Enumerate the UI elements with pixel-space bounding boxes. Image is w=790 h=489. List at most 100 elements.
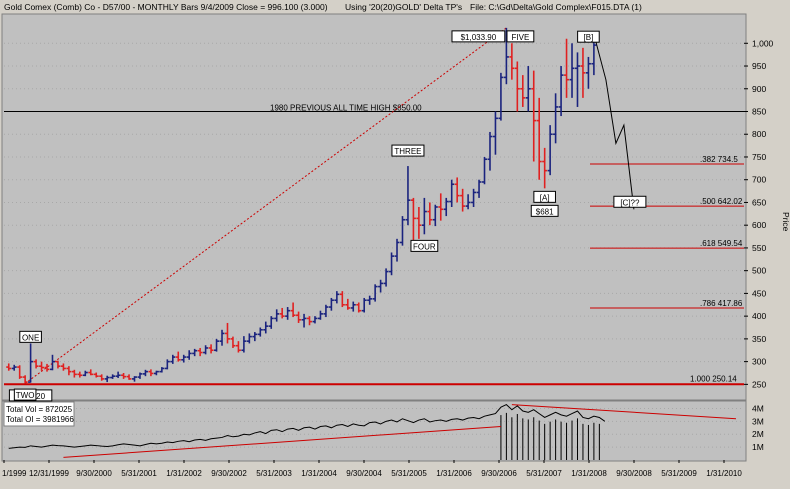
ohlc-bar [536,97,542,180]
ohlc-bar [71,369,77,378]
price-tick-label: 400 [752,311,766,321]
volume-panel [1,400,747,462]
price-tick-label: 900 [752,84,766,94]
price-levels: 1980 PREVIOUS ALL TIME HIGH $850.00 1.000… [4,27,744,386]
price-tick-label: 350 [752,334,766,344]
ohlc-bar [487,131,493,171]
wave-label-a-price-box [530,204,559,217]
total-vol-label: Total Vol = 872025 [6,405,73,414]
wave-label-five: FIVE [512,33,530,42]
ohlc-bar [421,197,427,235]
ohlc-bar [525,66,531,112]
ohlc-bar [580,47,586,98]
ohlc-bar [257,327,263,337]
ohlc-bar [279,307,285,319]
ohlc-bar [224,322,230,344]
ohlc-bar [246,333,252,344]
ohlc-bar [317,310,323,320]
ohlc-bar [356,302,362,313]
ohlc-bar [443,197,449,217]
price-tick-label: 550 [752,243,766,253]
ohlc-bar [142,369,148,377]
ohlc-bar [307,316,313,326]
wave-label-peak: $1,033.90 [461,33,497,42]
ohlc-bar [339,291,345,308]
ohlc-bar [88,369,94,376]
ohlc-bar [296,311,302,323]
price-tick-label: 800 [752,129,766,139]
ohlc-bar [482,156,488,185]
price-tick-label: 750 [752,152,766,162]
ohlc-bar [252,332,258,342]
ohlc-bar [361,297,367,313]
ohlc-bar [235,341,241,353]
ohlc-bar [449,179,455,207]
x-tick-label: 9/30/2004 [346,469,382,478]
ohlc-bar [394,238,400,262]
volume-tick-label: 4M [752,403,764,413]
ohlc-bar [345,298,351,310]
ohlc-bar [416,207,422,239]
x-tick-label: 1/31/2006 [436,469,472,478]
fib-label: .618 549.54 [700,239,743,248]
ohlc-bar [547,125,553,176]
x-tick-label: 5/31/2009 [661,469,697,478]
ohlc-bar [6,363,12,371]
ohlc-bar [301,313,307,328]
projection-path [593,34,635,210]
total-oi-label: Total OI = 3981966 [6,415,74,424]
x-tick-label: 9/30/2006 [481,469,517,478]
ohlc-bar [312,316,318,324]
wave-label-b-box [577,30,600,43]
ohlc-bar [531,70,537,162]
wave-label-peak-box [451,30,506,43]
ohlc-bar [44,363,50,372]
x-tick-label: 5/31/2001 [121,469,157,478]
oi-trend-line-up [63,425,501,458]
ohlc-bar [427,202,433,226]
ohlc-bar [153,370,159,376]
ohlc-bar [350,301,356,312]
ohlc-bar [509,43,515,80]
ohlc-bar [542,147,548,189]
ohlc-bar [115,371,121,378]
x-tick-label: 1/31/2002 [166,469,202,478]
header-file: File: C:\Gd\Delta\Gold Complex\F015.DTA … [470,2,642,12]
x-tick-label: 9/30/2002 [211,469,247,478]
ohlc-bar [263,321,269,334]
ohlc-bar [170,354,176,364]
wave-label-a: [A] [540,193,550,202]
wave-label-four-box [410,239,439,252]
x-tick-label: 1/31/2010 [706,469,742,478]
volume-tick-label: 3M [752,416,764,426]
ohlc-bar [383,268,389,287]
price-annotations: ONE$253.20TWOTHREEFOUR$1,033.90FIVE[A]$6… [8,30,647,402]
x-tick-label: 1/1999 [2,469,27,478]
ohlc-bar [476,179,482,198]
x-tick-label: 1/31/2008 [571,469,607,478]
ohlc-bar [28,343,34,383]
ohlc-bar [11,364,17,371]
ohlc-bar [285,307,291,320]
ohlc-bar [77,371,83,378]
ohlc-bar [93,372,99,378]
ohlc-bar [175,351,181,362]
ohlc-bar [492,111,498,155]
ohlc-bar [268,316,274,329]
ohlc-bar [564,38,570,98]
ohlc-bar [399,216,405,246]
wave-label-five-box [506,30,535,43]
ohlc-bar [132,376,138,382]
price-tick-label: 300 [752,357,766,367]
wave-label-one-box [19,330,42,343]
volume-axis: 1M 2M 3M 4M [752,403,764,452]
ohlc-bar [197,347,203,357]
volume-legend-box [3,401,75,427]
price-axis-title: Price [781,212,790,232]
ohlc-bar [22,375,28,384]
wave-label-a-box [533,190,556,203]
x-tick-label: 9/30/2000 [76,469,112,478]
ohlc-bar [66,366,72,376]
volume-tick-label: 1M [752,442,764,452]
level-label-250: 1.000 250.14 [690,374,737,383]
